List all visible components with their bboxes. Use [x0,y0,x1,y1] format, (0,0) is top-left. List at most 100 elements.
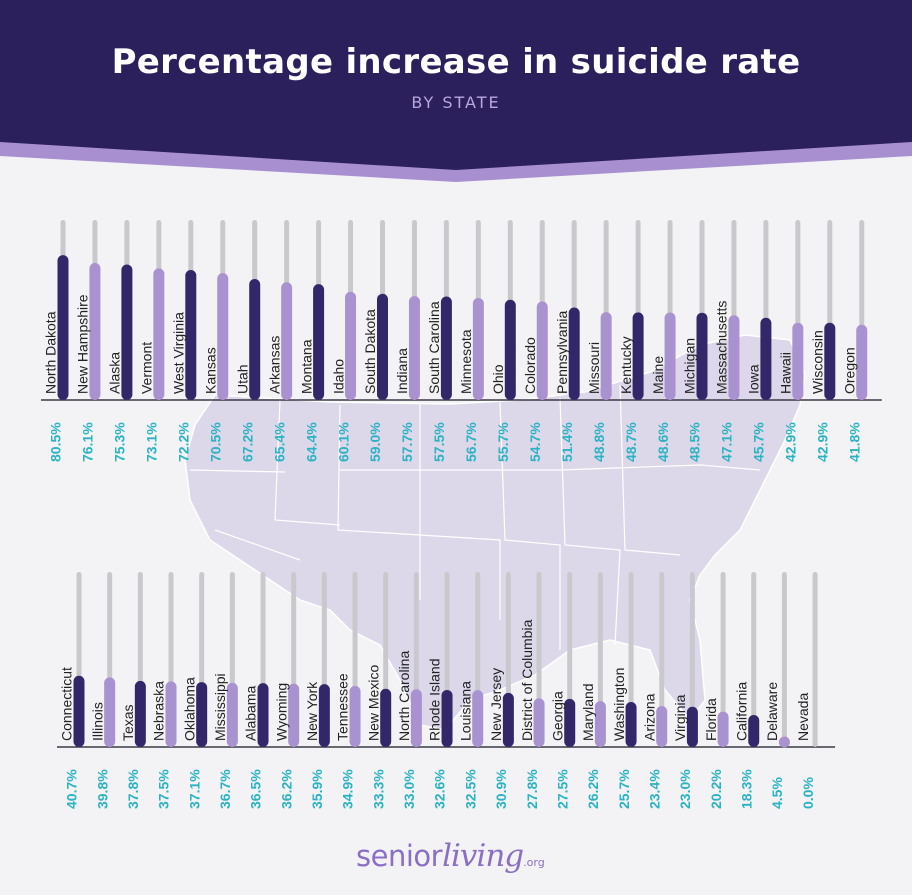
state-label: Minnesota [458,329,474,394]
value-label: 55.7% [495,422,511,462]
value-label: 36.7% [217,769,233,809]
value-label: 32.6% [432,769,448,809]
state-label: New Jersey [488,668,504,741]
state-label: California [733,682,749,741]
bar [89,263,101,400]
value-label: 36.5% [248,769,264,809]
state-label: District of Columbia [519,619,535,741]
state-label: Ohio [490,364,506,394]
bar [594,701,606,747]
value-label: 32.5% [462,769,478,809]
value-label: 45.7% [751,422,767,462]
bar [349,685,361,747]
bar [104,677,116,747]
bar [536,301,548,400]
us-map-borders [189,384,761,650]
bar [472,297,484,400]
bar [57,255,69,400]
value-label: 26.2% [585,769,601,809]
bar [760,317,772,400]
bar-track [751,572,757,747]
state-label: Pennsylvania [554,311,570,394]
value-label: 80.5% [48,422,64,462]
bar [153,268,165,400]
bar-track [720,572,726,747]
value-label: 39.8% [94,769,110,809]
bar [313,284,325,400]
bar [380,688,392,747]
state-label: Idaho [330,359,346,394]
state-label: Nebraska [151,681,167,741]
state-label: Texas [120,704,136,741]
state-label: Virginia [672,694,688,741]
value-label: 48.5% [687,422,703,462]
bar-cap [778,736,790,748]
state-label: Delaware [764,682,780,741]
state-label: Illinois [89,702,105,741]
state-label: West Virginia [171,312,187,394]
value-label: 23.0% [677,769,693,809]
bar [410,689,422,747]
state-label: Kansas [202,347,218,394]
value-label: 40.7% [64,769,80,809]
value-label: 48.7% [623,422,639,462]
bar [408,296,420,400]
value-label: 72.2% [176,422,192,462]
bar [73,675,85,747]
page-title: Percentage increase in suicide rate [111,42,801,82]
bar [632,312,644,400]
state-label: Iowa [746,364,762,394]
state-label: Connecticut [59,667,75,741]
bar [564,698,576,747]
header-background [0,0,912,170]
value-label: 20.2% [708,769,724,809]
value-label: 30.9% [493,769,509,809]
value-label: 70.5% [207,422,223,462]
value-label: 42.9% [815,422,831,462]
bar [696,312,708,400]
bar [533,698,545,747]
bar-track [659,572,665,747]
state-label: New Mexico [365,665,381,741]
state-label: Hawaii [778,352,794,394]
page-subtitle: BY STATE [411,93,501,112]
header-banner [0,0,912,182]
value-label: 4.5% [769,777,785,809]
bar [196,682,208,747]
state-label: Kentucky [618,336,634,394]
value-label: 36.2% [278,769,294,809]
state-label: New Hampshire [75,294,91,394]
bar [504,299,516,400]
senior-living-logo: seniorliving.org [356,838,556,878]
chart-bottom-states: Connecticut 40.7% Illinois 39.8% Texas 37.8% N… [57,572,836,809]
value-label: 23.4% [646,769,662,809]
bar [281,282,293,400]
value-label: 57.7% [399,422,415,462]
value-label: 33.3% [370,769,386,809]
state-label: Alabama [243,686,259,741]
state-label: South Carolina [426,301,442,394]
value-label: 48.6% [655,422,671,462]
value-label: 76.1% [80,422,96,462]
value-label: 67.2% [239,422,255,462]
bar [165,681,177,747]
bar [441,689,453,747]
state-label: Arkansas [266,336,282,394]
value-label: 60.1% [335,422,351,462]
value-label: 33.0% [401,769,417,809]
state-label: Washington [611,668,627,741]
state-label: Oregon [841,347,857,394]
bar [134,680,146,747]
bar [656,706,668,747]
state-label: Arizona [641,693,657,741]
state-label: New York [304,681,320,741]
state-label: South Dakota [362,309,378,394]
logo-senior-text: senior [356,839,443,873]
bar [686,706,698,747]
value-label: 47.1% [719,422,735,462]
bar [345,291,357,400]
bar [226,682,238,747]
value-label: 56.7% [463,422,479,462]
state-label: Montana [298,339,314,394]
